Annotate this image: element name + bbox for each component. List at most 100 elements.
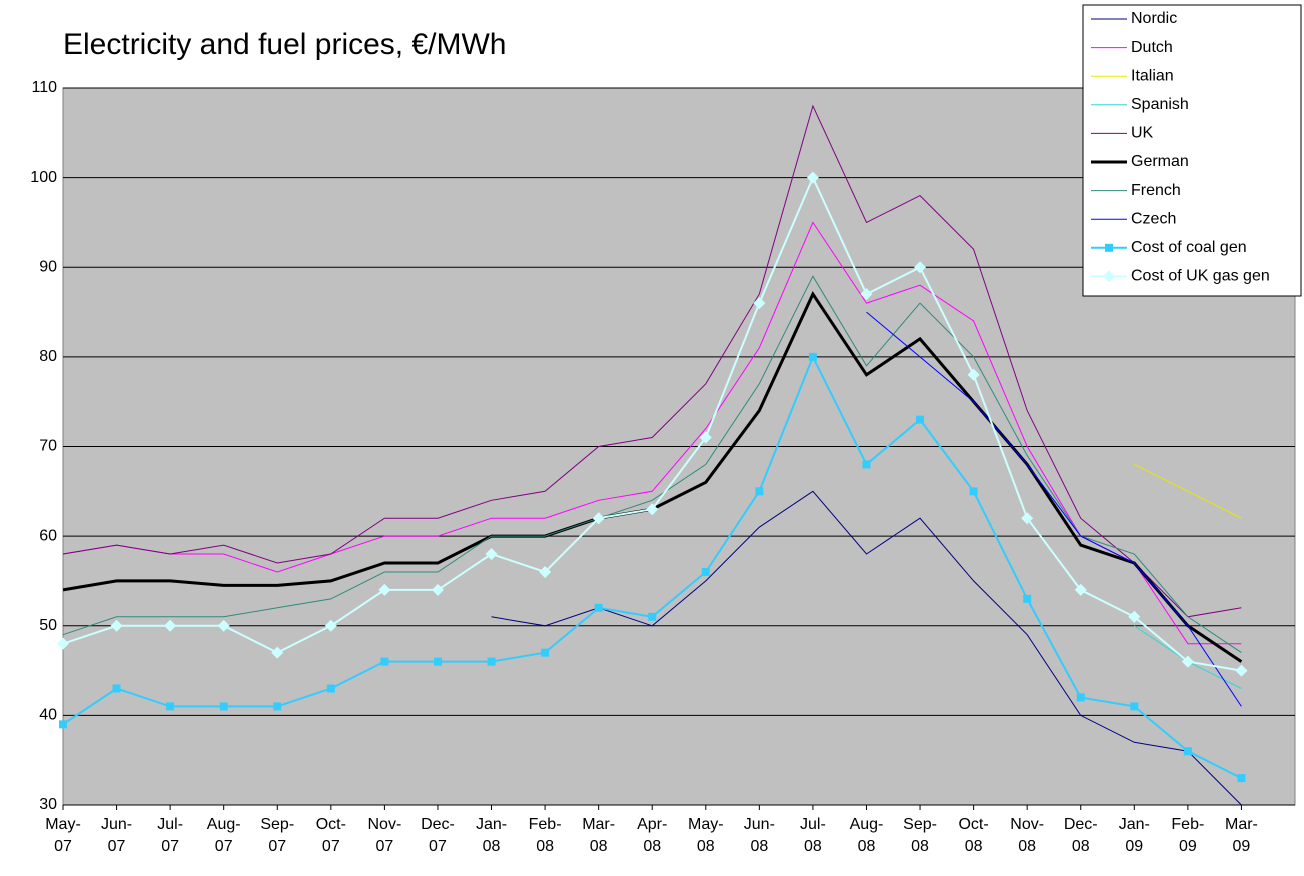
marker	[217, 619, 230, 632]
marker	[1235, 664, 1248, 677]
y-tick-label: 100	[30, 169, 57, 186]
y-tick-label: 60	[39, 527, 57, 544]
x-tick-part: 08	[965, 838, 983, 855]
x-tick-part: Oct-	[316, 816, 346, 833]
marker	[969, 487, 978, 496]
x-tick-label: Mar- 08	[582, 816, 615, 855]
x-tick-part: 08	[590, 838, 608, 855]
legend-label: French	[1131, 182, 1181, 199]
x-tick-part: 07	[322, 838, 340, 855]
y-tick-label: 30	[39, 796, 57, 813]
marker	[1130, 702, 1139, 711]
x-tick-part: Aug-	[850, 816, 884, 833]
y-tick-label: 80	[39, 348, 57, 365]
x-tick-part: 08	[643, 838, 661, 855]
x-tick-label: Sep- 07	[260, 816, 294, 855]
y-tick-label: 110	[31, 79, 57, 96]
series-line	[62, 104, 1242, 618]
marker	[860, 288, 873, 301]
marker	[1128, 610, 1141, 623]
marker	[755, 487, 764, 496]
x-tick-label: May- 08	[688, 816, 724, 855]
marker	[485, 548, 498, 561]
legend-label: German	[1131, 153, 1189, 170]
marker	[1181, 655, 1194, 668]
legend-label: Czech	[1131, 210, 1176, 227]
series-line	[1134, 463, 1242, 519]
x-tick-label: Feb- 09	[1171, 816, 1204, 855]
marker	[1021, 512, 1034, 525]
marker	[433, 657, 442, 666]
x-tick-label: Oct- 08	[958, 816, 988, 855]
legend-label: Cost of UK gas gen	[1131, 268, 1270, 285]
x-tick-part: Mar-	[1225, 816, 1258, 833]
x-tick-part: Feb-	[1171, 816, 1204, 833]
y-tick-label: 50	[39, 617, 57, 634]
legend-label: Dutch	[1131, 39, 1173, 56]
x-tick-part: Jan-	[476, 816, 507, 833]
x-tick-part: 08	[536, 838, 554, 855]
x-tick-part: Sep-	[903, 816, 937, 833]
x-tick-label: Nov- 07	[368, 816, 402, 855]
y-tick-label: 70	[39, 438, 57, 455]
x-tick-label: Aug- 07	[207, 816, 241, 855]
legend-label: Italian	[1131, 67, 1174, 84]
x-tick-part: Dec-	[1064, 816, 1098, 833]
x-tick-label: Dec- 08	[1064, 816, 1098, 855]
marker	[431, 583, 444, 596]
x-tick-part: 08	[1072, 838, 1090, 855]
marker	[166, 702, 175, 711]
series-line	[62, 221, 1242, 645]
x-tick-part: May-	[45, 816, 81, 833]
x-tick-label: Dec- 07	[421, 816, 455, 855]
marker	[646, 503, 659, 516]
marker	[110, 619, 123, 632]
marker	[916, 415, 925, 424]
x-tick-label: Nov- 08	[1010, 816, 1044, 855]
x-tick-part: 07	[375, 838, 393, 855]
x-tick-part: Jul-	[157, 816, 183, 833]
marker	[541, 648, 550, 657]
marker	[808, 352, 817, 361]
marker	[271, 646, 284, 659]
x-tick-part: 07	[215, 838, 233, 855]
series-line	[62, 275, 1242, 654]
series-line	[491, 490, 1242, 806]
x-tick-part: 08	[483, 838, 501, 855]
y-tick-label: 40	[39, 707, 57, 724]
x-tick-part: Sep-	[260, 816, 294, 833]
x-tick-label: Jan- 08	[476, 816, 507, 855]
chart-title: Electricity and fuel prices, €/MWh	[63, 28, 506, 61]
marker	[914, 261, 927, 274]
marker	[1076, 693, 1085, 702]
marker	[1023, 594, 1032, 603]
marker	[1074, 583, 1087, 596]
marker	[59, 720, 67, 729]
y-tick-label: 90	[39, 258, 57, 275]
marker	[648, 612, 657, 621]
x-tick-part: 07	[108, 838, 126, 855]
marker	[699, 431, 712, 444]
marker	[112, 684, 121, 693]
marker	[594, 603, 603, 612]
x-tick-part: 08	[1018, 838, 1036, 855]
marker	[324, 619, 337, 632]
x-tick-label: Sep- 08	[903, 816, 937, 855]
x-tick-part: Dec-	[421, 816, 455, 833]
marker	[378, 583, 391, 596]
x-tick-label: Mar- 09	[1225, 816, 1258, 855]
x-tick-part: Apr-	[637, 816, 667, 833]
x-tick-label: Jan- 09	[1119, 816, 1150, 855]
marker	[326, 684, 335, 693]
marker	[164, 619, 177, 632]
x-tick-label: Jun- 08	[744, 816, 775, 855]
series-line	[866, 311, 1242, 707]
marker	[380, 657, 389, 666]
x-tick-label: Jul- 07	[157, 816, 183, 855]
marker	[862, 460, 871, 469]
x-tick-part: 07	[429, 838, 447, 855]
x-tick-label: Jun- 07	[101, 816, 132, 855]
marker	[701, 567, 710, 576]
x-tick-part: Jan-	[1119, 816, 1150, 833]
